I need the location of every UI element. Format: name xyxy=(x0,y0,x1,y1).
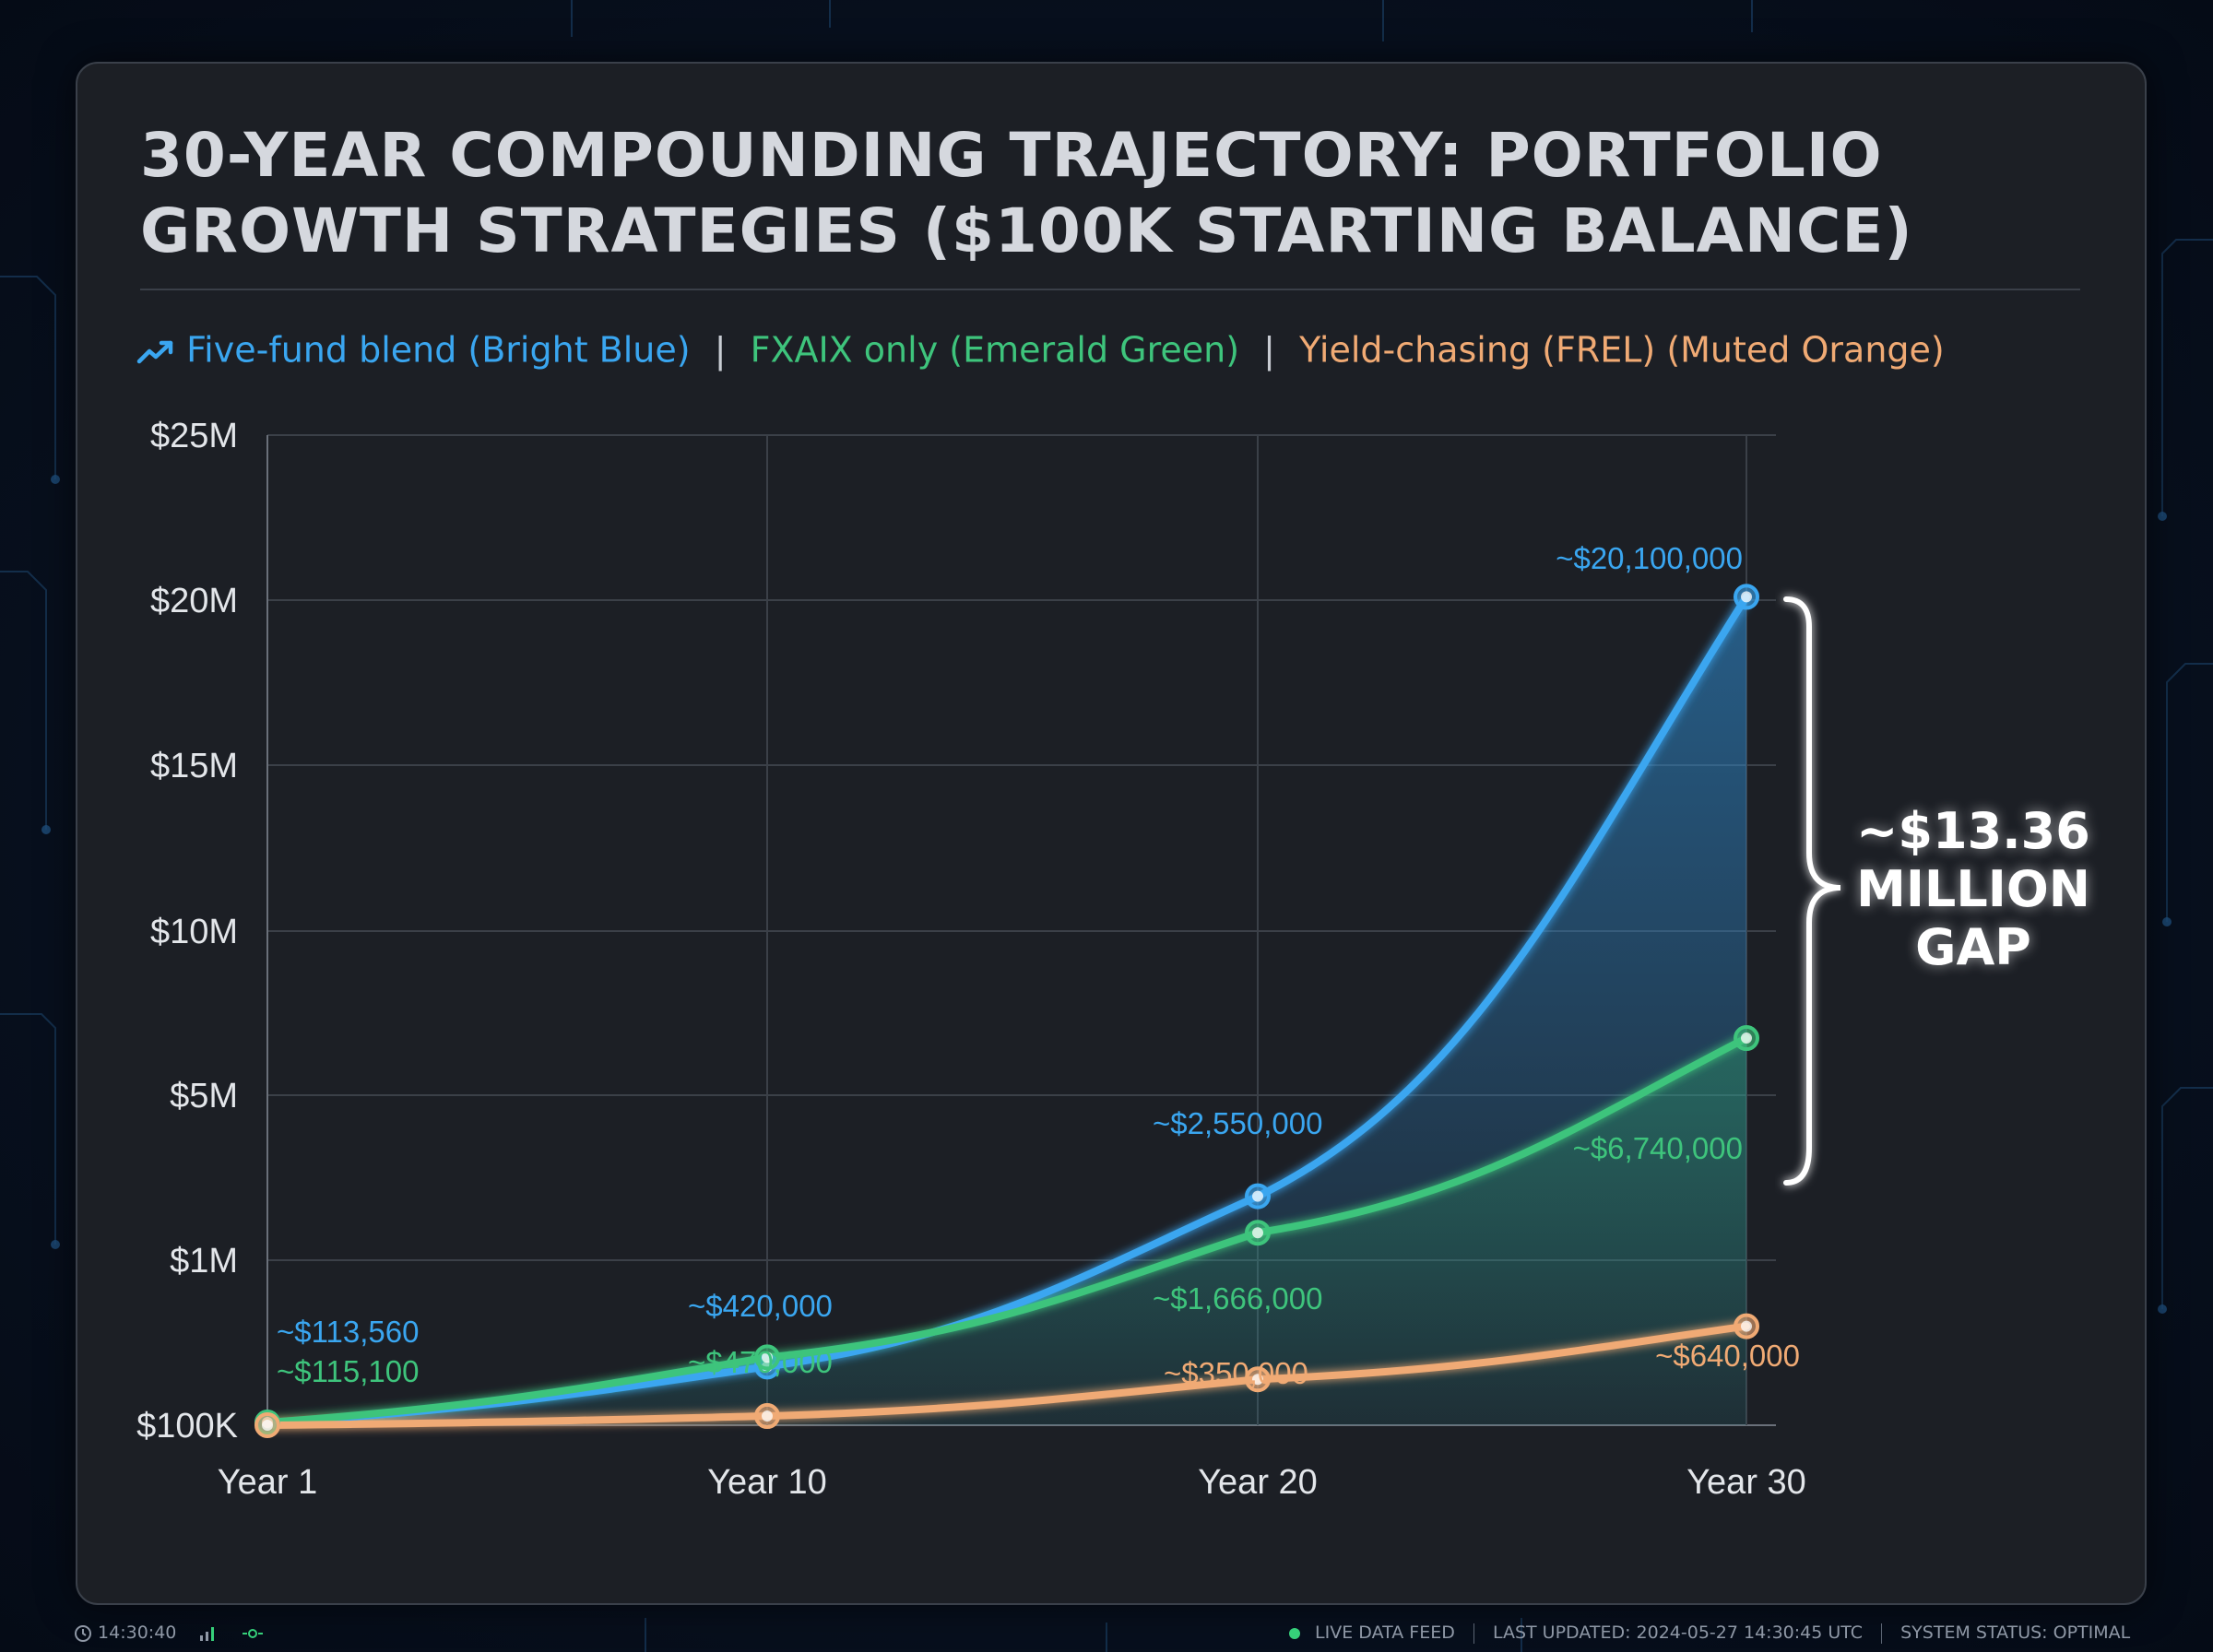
x-tick-label: Year 20 xyxy=(1198,1463,1318,1502)
five-fund-data-label: ~$113,560 xyxy=(277,1315,419,1349)
frel-point-core xyxy=(1741,1320,1752,1332)
x-tick-label: Year 1 xyxy=(218,1463,317,1502)
last-updated: LAST UPDATED: 2024-05-27 14:30:45 UTC xyxy=(1492,1622,1864,1643)
frel-point-core xyxy=(1252,1374,1263,1386)
legend-five-fund: Five-fund blend (Bright Blue) xyxy=(186,329,691,371)
fxaix-point-core xyxy=(1252,1227,1263,1239)
live-indicator-icon xyxy=(1289,1627,1300,1639)
legend-frel: Yield-chasing (FREL) (Muted Orange) xyxy=(1299,329,1945,371)
signal-icon xyxy=(198,1622,224,1643)
y-tick-label: $1M xyxy=(170,1242,238,1280)
y-tick-label: $5M xyxy=(170,1077,238,1115)
y-tick-label: $15M xyxy=(150,747,238,785)
trend-up-icon xyxy=(136,330,186,371)
gap-annotation: ~$13.36 MILLION GAP xyxy=(1856,802,2090,976)
five-fund-point-core xyxy=(1741,591,1752,603)
fxaix-data-label: ~$1,666,000 xyxy=(1153,1281,1322,1316)
frel-data-label: ~$640,000 xyxy=(1655,1339,1800,1373)
fxaix-point-core xyxy=(1741,1032,1752,1044)
legend: Five-fund blend (Bright Blue) | FXAIX on… xyxy=(136,324,1945,371)
status-right: LIVE DATA FEED LAST UPDATED: 2024-05-27 … xyxy=(1289,1622,2130,1644)
status-divider xyxy=(1881,1622,1883,1644)
fxaix-area xyxy=(267,1038,1746,1425)
system-status: SYSTEM STATUS: OPTIMAL xyxy=(1900,1622,2131,1643)
five-fund-line xyxy=(264,593,1750,1427)
fxaix-data-label: ~$6,740,000 xyxy=(1573,1131,1743,1165)
five-fund-data-label: ~$2,550,000 xyxy=(1153,1106,1322,1140)
frel-point-core xyxy=(262,1420,273,1431)
fxaix-data-label: ~$115,100 xyxy=(277,1354,419,1388)
y-tick-label: $25M xyxy=(150,417,238,455)
five-fund-data-label: ~$420,000 xyxy=(688,1289,833,1323)
status-time: 14:30:40 xyxy=(98,1622,177,1643)
frel-data-label: ~$350,000 xyxy=(1164,1356,1308,1390)
chart-panel xyxy=(76,62,2147,1605)
five-fund-point-core xyxy=(1252,1190,1263,1202)
gap-bracket xyxy=(1783,596,1841,1186)
y-tick-label: $20M xyxy=(150,582,238,620)
clock-icon xyxy=(74,1622,98,1643)
title-divider xyxy=(140,289,2080,290)
fxaix-line xyxy=(264,1034,1750,1426)
fxaix-data-label: ~$470,000 xyxy=(688,1345,833,1379)
frel-point-core xyxy=(762,1410,773,1422)
frel-line xyxy=(264,1322,1750,1429)
y-tick-label: $10M xyxy=(150,913,238,951)
network-icon xyxy=(239,1622,266,1643)
fxaix-point-core xyxy=(762,1351,773,1363)
legend-fxaix: FXAIX only (Emerald Green) xyxy=(750,329,1240,371)
status-divider xyxy=(1473,1622,1474,1644)
live-feed-label: LIVE DATA FEED xyxy=(1315,1622,1455,1643)
legend-separator: | xyxy=(714,329,727,371)
x-tick-label: Year 10 xyxy=(707,1463,827,1502)
y-tick-label: $100K xyxy=(136,1407,238,1446)
chart-title: 30-YEAR COMPOUNDING TRAJECTORY: PORTFOLI… xyxy=(140,120,1913,266)
five-fund-data-label: ~$20,100,000 xyxy=(1556,541,1743,575)
x-tick-label: Year 30 xyxy=(1686,1463,1806,1502)
status-left: 14:30:40 xyxy=(74,1622,266,1643)
legend-separator: | xyxy=(1263,329,1275,371)
status-bar: 14:30:40 LIVE DATA FEED LAST UPDATED: 20… xyxy=(0,1615,2213,1652)
